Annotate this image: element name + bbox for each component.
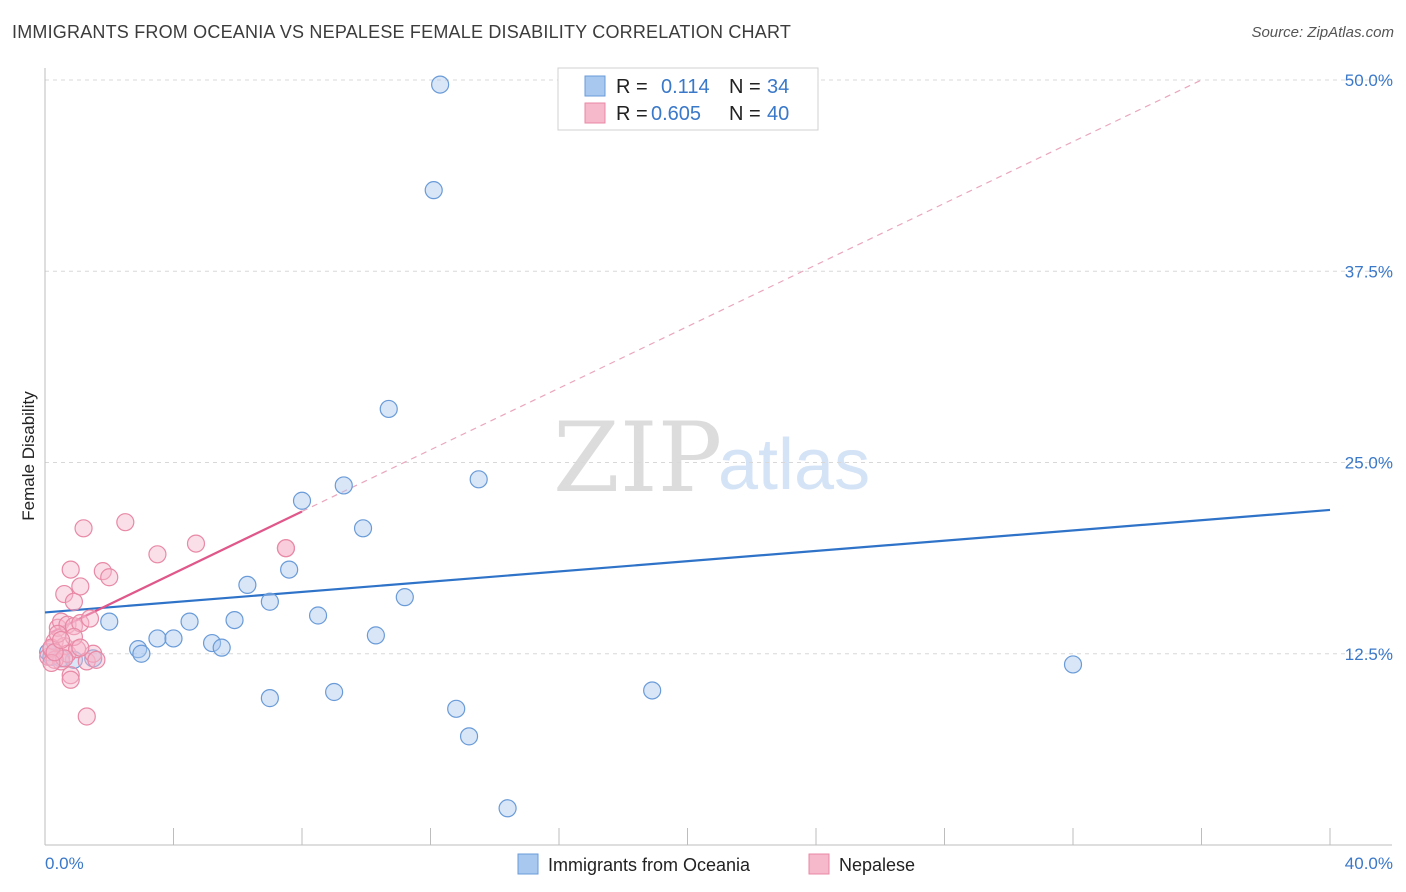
y-tick-label: 25.0% [1345,454,1393,473]
legend-swatch-oceania [584,75,606,97]
trend-lines [44,79,1331,634]
source-credit: Source: ZipAtlas.com [1251,24,1394,41]
point-oceania [395,588,414,607]
legend-n-value-1: 34 [767,76,789,98]
point-oceania [280,560,299,579]
point-nepalese [55,584,74,604]
point-oceania [643,681,662,700]
axes [44,68,1392,846]
point-oceania [260,592,279,611]
point-oceania [292,491,312,510]
bottom-legend: Immigrants from Oceania Nepalese [517,853,915,875]
point-nepalese [80,609,100,628]
bottom-legend-swatch-oceania [517,853,539,875]
point-nepalese [61,670,80,689]
legend-swatch-nepalese [584,102,606,124]
y-axis-label: Female Disability [19,391,38,521]
point-nepalese [51,630,71,650]
point-nepalese [74,519,93,538]
point-nepalese [71,638,90,657]
point-oceania [447,699,466,718]
watermark-zip: ZIP [553,402,722,514]
point-oceania [334,476,353,495]
point-oceania [498,799,517,818]
legend-r-label-2: R = [616,103,648,125]
point-nepalese [186,534,206,553]
gridlines [45,79,1392,655]
legend-n-value-2: 40 [767,103,789,125]
legend-r-value-2: 0.605 [651,103,701,125]
point-oceania [459,727,479,746]
x-tick-label-max: 40.0% [1345,854,1393,873]
point-nepalese [148,545,167,564]
point-nepalese [77,707,96,726]
trend-line-oceania [44,508,1331,614]
point-nepalese [42,653,61,673]
point-nepalese [116,513,135,532]
legend-r-label-1: R = [616,76,648,98]
point-nepalese [100,568,119,587]
point-nepalese [61,666,80,685]
point-nepalese [71,577,90,596]
point-oceania [469,470,488,489]
point-oceania [148,629,167,648]
point-oceania [212,638,231,657]
point-oceania [431,75,450,94]
point-oceania [325,682,344,702]
point-nepalese [61,560,80,579]
bottom-legend-label-nepalese: Nepalese [839,855,915,875]
correlation-legend: R = 0.114 N = 34 R = 0.605 N = 40 [557,67,819,131]
x-tick-label-min: 0.0% [45,854,84,873]
point-nepalese [87,650,106,669]
point-oceania [238,575,257,595]
point-oceania [202,633,222,653]
y-tick-label: 50.0% [1345,71,1393,90]
point-oceania [132,644,151,663]
point-oceania [379,399,398,419]
legend-n-label-2: N = [729,103,761,125]
chart-title: IMMIGRANTS FROM OCEANIA VS NEPALESE FEMA… [12,22,792,42]
point-nepalese [276,539,296,558]
bottom-legend-label-oceania: Immigrants from Oceania [548,855,751,875]
point-oceania [225,610,244,630]
trend-extension-nepalese [301,79,1202,513]
point-oceania [260,689,279,708]
point-oceania [1063,655,1083,674]
point-oceania [353,519,373,538]
point-oceania [100,612,119,631]
point-oceania [308,606,328,625]
watermark-atlas: atlas [718,425,870,505]
point-oceania [180,612,199,631]
bottom-legend-swatch-nepalese [808,853,830,875]
point-oceania [366,626,385,645]
point-nepalese [64,592,84,611]
data-points [39,75,1083,818]
point-oceania [164,629,183,648]
y-tick-label: 37.5% [1345,262,1393,281]
trend-line-nepalese [50,510,303,634]
legend-n-label-1: N = [729,76,761,98]
point-oceania [424,181,443,200]
legend-r-value-1: 0.114 [661,76,710,98]
y-tick-label: 12.5% [1345,645,1393,664]
tick-labels: 12.5% 25.0% 37.5% 50.0% 0.0% 40.0% [45,71,1393,873]
